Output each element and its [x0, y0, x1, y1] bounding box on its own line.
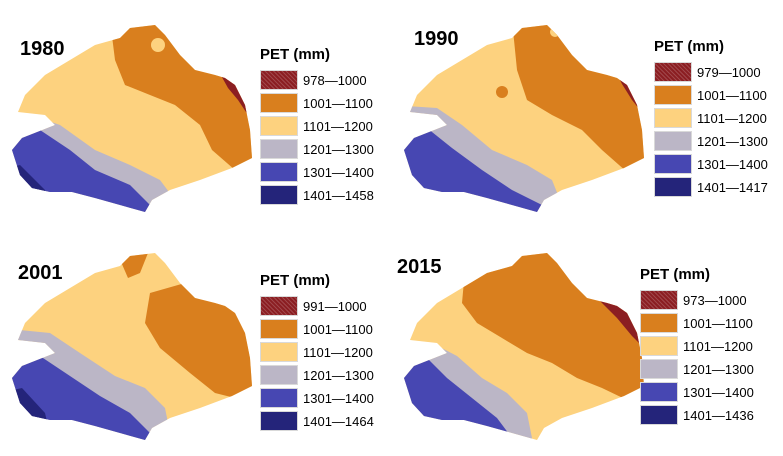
- legend-swatch: [260, 185, 298, 205]
- legend-item: 1401—1417: [654, 176, 768, 198]
- legend-range: 1001—1100: [303, 95, 373, 111]
- year-label: 1990: [414, 28, 459, 50]
- legend-range: 1001—1100: [683, 315, 753, 331]
- legend-swatch: [260, 365, 298, 385]
- legend-swatch: [640, 336, 678, 356]
- legend-swatch: [654, 85, 692, 105]
- legend-swatch: [640, 313, 678, 333]
- legend-swatch: [640, 359, 678, 379]
- legend-swatch: [260, 70, 298, 90]
- legend-item: 1201—1300: [654, 130, 768, 152]
- legend: PET (mm) 991—1000 1001—1100 1101—1200 12…: [260, 272, 374, 433]
- legend-item: 1401—1464: [260, 410, 374, 432]
- map-panel-1990: 1990 PET (mm) 979—1000 1001—1100 1101—12…: [392, 0, 783, 228]
- legend-item: 1201—1300: [260, 364, 374, 386]
- legend-item: 1201—1300: [260, 138, 374, 160]
- map-panel-2015: 2015 PET (mm) 973—1000 1001—1100 1101—12…: [392, 228, 783, 456]
- legend-item: 1001—1100: [640, 312, 754, 334]
- legend-title: PET (mm): [260, 46, 331, 63]
- legend-title: PET (mm): [654, 38, 725, 55]
- legend-range: 1401—1436: [683, 407, 754, 423]
- legend-item: 1401—1458: [260, 184, 374, 206]
- pet-map-2015: [404, 253, 644, 440]
- legend-item: 1001—1100: [260, 318, 374, 340]
- legend: PET (mm) 979—1000 1001—1100 1101—1200 12…: [654, 38, 768, 199]
- legend-item: 979—1000: [654, 61, 768, 83]
- legend-swatch: [654, 108, 692, 128]
- legend-item: 973—1000: [640, 289, 754, 311]
- legend-range: 1101—1200: [303, 344, 373, 360]
- legend-swatch: [260, 116, 298, 136]
- legend-swatch: [260, 342, 298, 362]
- legend-range: 1301—1400: [303, 164, 374, 180]
- legend-range: 1301—1400: [303, 390, 374, 406]
- year-label: 2001: [18, 262, 63, 284]
- legend-range: 1301—1400: [683, 384, 754, 400]
- legend-range: 1101—1200: [683, 338, 753, 354]
- legend-range: 1101—1200: [697, 110, 767, 126]
- legend-swatch: [260, 296, 298, 316]
- pet-map-1980: [12, 25, 252, 212]
- pet-map-2001: [12, 253, 252, 440]
- legend-item: 1401—1436: [640, 404, 754, 426]
- legend: PET (mm) 973—1000 1001—1100 1101—1200 12…: [640, 266, 754, 427]
- year-label: 1980: [20, 38, 65, 60]
- legend-item: 1101—1200: [640, 335, 754, 357]
- legend-title: PET (mm): [640, 266, 711, 283]
- legend-item: 1101—1200: [654, 107, 768, 129]
- legend-range: 1201—1300: [683, 361, 754, 377]
- legend-swatch: [260, 93, 298, 113]
- legend-range: 1001—1100: [697, 87, 767, 103]
- legend-swatch: [640, 290, 678, 310]
- legend-swatch: [654, 154, 692, 174]
- legend-swatch: [260, 162, 298, 182]
- legend-item: 1301—1400: [260, 387, 374, 409]
- legend-range: 1201—1300: [303, 367, 374, 383]
- legend-range: 1001—1100: [303, 321, 373, 337]
- legend-item: 978—1000: [260, 69, 374, 91]
- legend-item: 1201—1300: [640, 358, 754, 380]
- legend-range: 1201—1300: [697, 133, 768, 149]
- legend-item: 1301—1400: [654, 153, 768, 175]
- legend-range: 1401—1458: [303, 187, 374, 203]
- legend-item: 991—1000: [260, 295, 374, 317]
- legend-range: 1401—1417: [697, 179, 768, 195]
- legend-item: 1001—1100: [654, 84, 768, 106]
- legend-swatch: [260, 388, 298, 408]
- map-panel-1980: 1980 PET (mm) 978—1000 1001—1100 1101—12…: [0, 0, 391, 228]
- legend-range: 1301—1400: [697, 156, 768, 172]
- legend-swatch: [654, 62, 692, 82]
- legend-item: 1101—1200: [260, 115, 374, 137]
- legend-range: 991—1000: [303, 298, 367, 314]
- legend-range: 1101—1200: [303, 118, 373, 134]
- legend-range: 1201—1300: [303, 141, 374, 157]
- year-label: 2015: [397, 256, 442, 278]
- legend-swatch: [260, 319, 298, 339]
- pet-map-1990: [404, 25, 644, 212]
- map-panel-2001: 2001 PET (mm) 991—1000 1001—1100 1101—12…: [0, 228, 391, 456]
- legend-item: 1301—1400: [260, 161, 374, 183]
- legend-item: 1301—1400: [640, 381, 754, 403]
- legend-swatch: [654, 131, 692, 151]
- legend-swatch: [640, 405, 678, 425]
- legend-range: 973—1000: [683, 292, 747, 308]
- legend-swatch: [260, 139, 298, 159]
- legend-swatch: [654, 177, 692, 197]
- legend-item: 1101—1200: [260, 341, 374, 363]
- legend-range: 1401—1464: [303, 413, 374, 429]
- legend: PET (mm) 978—1000 1001—1100 1101—1200 12…: [260, 46, 374, 207]
- legend-range: 978—1000: [303, 72, 367, 88]
- legend-swatch: [640, 382, 678, 402]
- legend-swatch: [260, 411, 298, 431]
- legend-range: 979—1000: [697, 64, 761, 80]
- legend-item: 1001—1100: [260, 92, 374, 114]
- legend-title: PET (mm): [260, 272, 331, 289]
